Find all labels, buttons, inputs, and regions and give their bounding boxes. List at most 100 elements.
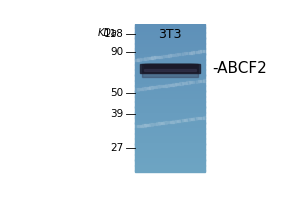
Bar — [140, 125, 143, 127]
Bar — [135, 168, 205, 169]
Bar — [154, 123, 157, 125]
Bar — [184, 52, 188, 54]
Bar — [135, 71, 205, 72]
Bar — [135, 109, 205, 110]
Bar — [135, 72, 205, 73]
Bar — [135, 148, 205, 150]
Bar — [135, 156, 205, 157]
Bar — [147, 124, 150, 126]
Bar — [146, 64, 195, 71]
Text: 50: 50 — [110, 88, 124, 98]
Bar — [135, 58, 205, 60]
Bar — [135, 29, 205, 30]
Bar — [142, 64, 198, 72]
Bar — [198, 50, 201, 53]
Text: -ABCF2: -ABCF2 — [212, 61, 267, 76]
Bar — [135, 79, 205, 81]
Bar — [202, 50, 206, 52]
Bar — [154, 86, 157, 88]
Bar — [145, 69, 196, 71]
Bar — [179, 119, 183, 122]
Bar — [189, 52, 192, 54]
Bar — [135, 42, 205, 44]
Bar — [135, 112, 205, 114]
Bar — [135, 106, 205, 108]
Bar — [135, 126, 205, 127]
Bar — [135, 100, 205, 102]
Bar — [135, 127, 205, 129]
Bar — [135, 164, 205, 166]
Bar — [158, 56, 162, 58]
Bar — [156, 56, 160, 58]
Bar — [135, 147, 205, 148]
Bar — [158, 85, 162, 87]
Bar — [196, 117, 199, 119]
Bar — [135, 51, 205, 52]
Bar — [135, 107, 205, 109]
Bar — [177, 53, 181, 55]
Bar — [161, 55, 164, 58]
Bar — [135, 143, 205, 145]
Bar — [175, 120, 178, 122]
Bar — [137, 58, 141, 61]
Bar — [135, 91, 205, 93]
Bar — [145, 124, 148, 126]
Bar — [135, 27, 205, 29]
Bar — [135, 77, 205, 78]
Bar — [170, 121, 173, 123]
Bar — [135, 123, 205, 125]
Bar — [175, 83, 178, 85]
Bar — [135, 64, 205, 66]
Bar — [135, 69, 205, 71]
Bar — [135, 117, 205, 119]
Bar — [135, 141, 205, 142]
Text: KDa: KDa — [97, 28, 117, 38]
Bar — [140, 58, 143, 60]
Bar — [172, 120, 176, 123]
Bar — [145, 87, 148, 89]
Bar — [143, 64, 197, 72]
Bar — [156, 85, 160, 88]
Bar — [135, 88, 205, 89]
Bar — [135, 162, 205, 163]
Bar — [165, 121, 169, 123]
Bar — [135, 37, 205, 39]
Bar — [135, 94, 205, 95]
Bar — [182, 52, 185, 55]
Bar — [135, 165, 205, 167]
Bar — [135, 146, 205, 147]
Bar — [200, 50, 204, 52]
Bar — [179, 53, 183, 55]
Bar — [184, 119, 188, 121]
Bar — [142, 87, 146, 90]
Bar — [135, 95, 205, 97]
Text: 27: 27 — [110, 143, 124, 153]
Bar — [135, 74, 205, 76]
Bar — [135, 32, 205, 34]
Bar — [135, 125, 139, 127]
Bar — [202, 79, 206, 82]
Bar — [135, 48, 205, 50]
Bar — [149, 57, 153, 59]
Bar — [186, 81, 190, 84]
Bar — [135, 125, 205, 126]
Bar — [135, 66, 205, 67]
Bar — [135, 84, 205, 86]
Bar — [135, 158, 205, 160]
Bar — [186, 52, 190, 54]
Bar — [189, 81, 192, 83]
Bar — [198, 80, 201, 82]
Bar — [135, 54, 205, 56]
Bar — [135, 82, 205, 83]
Bar — [135, 26, 205, 28]
Bar — [135, 78, 205, 79]
Text: 90: 90 — [110, 47, 124, 57]
Bar — [149, 64, 191, 70]
Bar — [135, 99, 205, 100]
Bar — [147, 64, 193, 71]
Bar — [191, 51, 194, 54]
Bar — [163, 85, 167, 87]
Bar — [135, 62, 205, 63]
Bar — [135, 142, 205, 144]
Bar — [135, 50, 205, 51]
